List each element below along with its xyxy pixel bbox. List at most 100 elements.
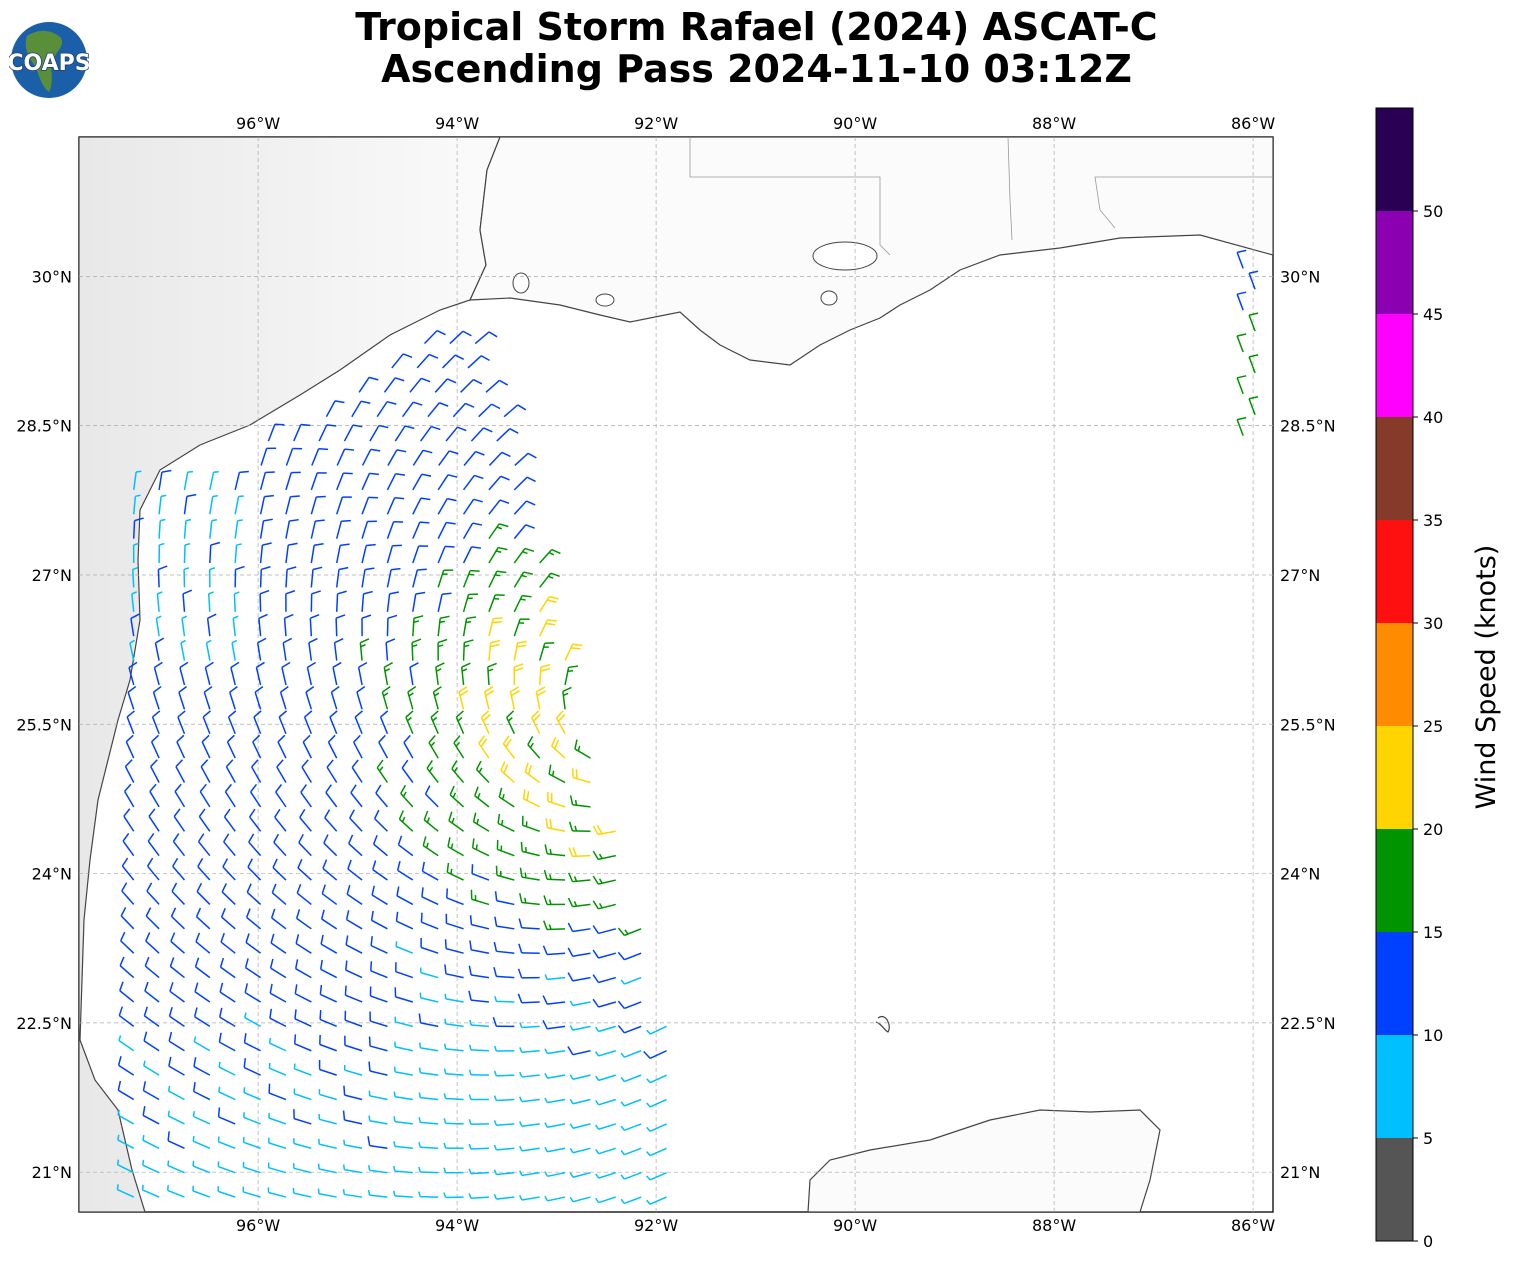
wind-barb [117, 1109, 135, 1125]
wind-barb [224, 783, 236, 808]
wind-barb [569, 1147, 591, 1154]
wind-barb [335, 566, 349, 588]
wind-barb [443, 1192, 464, 1199]
wind-barb [418, 1166, 439, 1174]
wind-barb [378, 734, 389, 759]
wind-barb [335, 590, 347, 612]
wind-barb [242, 1161, 261, 1174]
wind-barb [353, 734, 363, 759]
wind-barb [518, 1194, 540, 1201]
wind-barb [386, 567, 401, 588]
wind-barb [305, 686, 315, 710]
wind-barb [370, 910, 388, 930]
wind-barb [420, 938, 439, 954]
wind-barb [488, 499, 510, 515]
wind-barb [542, 1019, 566, 1030]
wind-barb [569, 1123, 591, 1129]
wind-barb [125, 734, 135, 759]
wind-barb [467, 355, 490, 369]
wind-barb [592, 925, 616, 935]
wind-barb [409, 377, 431, 393]
wind-barb [220, 932, 236, 954]
wind-barb [493, 1169, 515, 1176]
wind-barb [293, 1109, 312, 1125]
wind-barb [270, 908, 287, 930]
wind-barb [332, 661, 342, 686]
wind-barb [469, 1019, 489, 1028]
wind-barb [181, 615, 188, 637]
wind-barb [183, 567, 190, 588]
wind-barb [369, 424, 389, 442]
wind-barb [293, 1034, 312, 1052]
wind-barb [444, 1018, 464, 1028]
wind-barb [519, 1022, 540, 1029]
wind-barb [1248, 395, 1259, 415]
lat-label-right-3: 25.5°N [1280, 715, 1336, 734]
wind-barb [242, 1137, 261, 1150]
wind-barb [329, 710, 338, 735]
wind-barb [256, 637, 267, 661]
wind-barb [423, 329, 446, 345]
wind-barb [592, 900, 616, 910]
wind-barb [203, 685, 213, 710]
wind-barb [620, 1196, 642, 1205]
wind-barb [383, 662, 393, 686]
wind-barb [488, 570, 507, 588]
wind-barb [391, 353, 413, 369]
wind-barb [335, 519, 351, 539]
colorbar-tick-label-1: 5 [1423, 1129, 1433, 1148]
wind-barb [376, 400, 397, 418]
gridlines [79, 137, 1273, 1212]
wind-barb [293, 1138, 312, 1150]
wind-barb [420, 912, 439, 930]
colorbar-tick-label-8: 40 [1423, 408, 1443, 427]
wind-barb [493, 1120, 515, 1126]
wind-barb [259, 471, 275, 491]
wind-barb [194, 982, 211, 1003]
wind-barb [543, 869, 566, 881]
wind-barb [293, 423, 311, 442]
wind-barb [299, 808, 312, 832]
wind-barb [426, 759, 439, 783]
wind-barb [493, 1095, 515, 1102]
wind-barb [174, 783, 186, 808]
colorbar-frame [1375, 107, 1414, 1242]
wind-barb [249, 808, 262, 832]
wind-barb [259, 518, 273, 539]
wind-barb [131, 591, 137, 612]
wind-barb [319, 959, 338, 979]
wind-barb [226, 734, 236, 759]
wind-barb [275, 784, 287, 808]
wind-barb [259, 494, 274, 515]
state-border-la-ms [689, 137, 891, 256]
colorbar-tick-label-10: 50 [1423, 202, 1443, 221]
wind-barb [394, 987, 414, 1003]
wind-barb [369, 986, 388, 1003]
colorbar-tick-label-3: 15 [1423, 923, 1443, 942]
wind-barb [468, 1193, 489, 1200]
wind-barb [518, 1145, 540, 1152]
wind-barb [342, 1110, 363, 1125]
wind-barb [143, 1031, 160, 1052]
wind-barb [248, 833, 262, 857]
wind-barb [506, 710, 515, 735]
wind-barb [346, 884, 363, 906]
wind-barb [195, 907, 211, 930]
wind-barb [551, 737, 566, 759]
wind-barb [123, 808, 135, 832]
wind-barb [617, 1000, 642, 1010]
wind-barb [345, 910, 363, 930]
wind-barb [192, 1135, 211, 1149]
wind-barb [383, 377, 405, 393]
wind-barb [132, 517, 144, 539]
wind-barb [437, 521, 456, 539]
wind-barb [268, 1062, 287, 1076]
wind-barb [386, 591, 400, 612]
wind-barb [595, 1050, 617, 1057]
wind-barb [242, 1186, 261, 1198]
wind-barb [192, 1185, 211, 1198]
wind-barb [462, 616, 477, 637]
wind-barb [243, 1112, 261, 1125]
wind-barb [527, 736, 541, 759]
wind-barb [419, 992, 439, 1003]
